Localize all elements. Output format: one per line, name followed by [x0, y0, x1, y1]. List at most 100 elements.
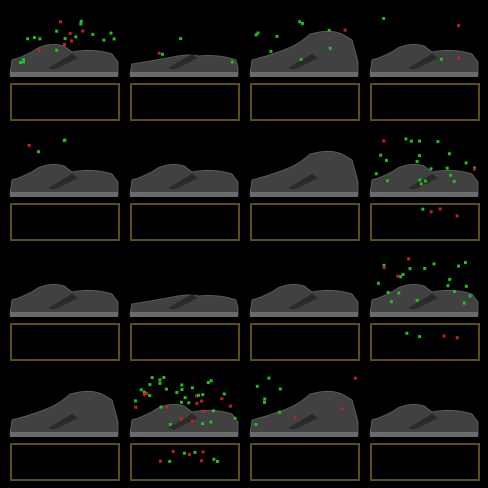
attribution-dot	[455, 336, 459, 340]
attribution-dot	[384, 158, 388, 162]
bounding-box	[130, 323, 240, 361]
attribution-dot	[389, 300, 393, 304]
attribution-dot	[91, 32, 95, 36]
attribution-dot	[180, 400, 183, 404]
attribution-dot	[382, 263, 386, 267]
attribution-dot	[468, 294, 472, 298]
sneaker-tile	[248, 132, 364, 252]
attribution-dot	[418, 154, 421, 158]
attribution-dot	[401, 272, 405, 276]
attribution-dot	[255, 384, 259, 388]
attribution-dot	[423, 179, 427, 183]
attribution-dot	[415, 159, 419, 163]
sneaker-image	[129, 163, 239, 197]
sneaker-image	[9, 283, 119, 317]
attribution-dot	[452, 179, 456, 183]
sneaker-sole	[10, 72, 118, 77]
attribution-dot	[183, 396, 187, 400]
attribution-dot	[145, 391, 149, 395]
bounding-box	[130, 443, 240, 481]
attribution-dot	[162, 376, 166, 379]
attribution-dot	[464, 161, 468, 165]
attribution-dot	[415, 298, 419, 302]
attribution-dot	[278, 387, 282, 391]
attribution-dot	[382, 266, 386, 270]
sneaker-image	[129, 37, 239, 77]
attribution-dot	[419, 182, 423, 186]
sneaker-stripe	[168, 54, 198, 70]
attribution-dot	[445, 166, 449, 170]
sneaker-tile	[248, 12, 364, 132]
sneaker-sole	[370, 192, 478, 197]
bounding-box	[10, 323, 120, 361]
bounding-box	[130, 83, 240, 121]
attribution-dot	[423, 267, 427, 270]
attribution-dot	[27, 143, 31, 147]
bounding-box	[370, 443, 480, 481]
attribution-dot	[327, 28, 331, 32]
sneaker-stripe	[168, 174, 198, 190]
attribution-dot	[382, 139, 386, 143]
sneaker-stripe	[408, 174, 438, 190]
attribution-dot	[201, 422, 205, 426]
sneaker-stripe	[48, 174, 78, 190]
sneaker-stripe	[168, 414, 198, 430]
attribution-dot	[182, 451, 186, 455]
sneaker-tile	[128, 132, 244, 252]
attribution-dot	[340, 407, 344, 411]
attribution-dot	[254, 33, 258, 37]
attribution-dot	[254, 423, 258, 426]
attribution-dot	[353, 376, 357, 380]
attribution-dot	[440, 57, 443, 61]
sneaker-stripe	[408, 414, 438, 430]
attribution-dot	[102, 38, 106, 42]
sneaker-stripe	[408, 294, 438, 310]
sneaker-image	[129, 376, 239, 463]
sneaker-stripe	[288, 294, 318, 310]
attribution-dot	[382, 17, 386, 20]
attribution-dot	[263, 397, 267, 401]
attribution-dot	[165, 405, 168, 409]
attribution-dot	[180, 417, 183, 421]
attribution-dot	[300, 22, 304, 25]
sneaker-image	[129, 294, 239, 317]
attribution-dot	[180, 388, 184, 392]
attribution-dot	[157, 51, 161, 55]
sneaker-stripe	[408, 54, 438, 70]
bounding-box	[250, 443, 360, 481]
attribution-dot	[396, 274, 400, 278]
attribution-dot	[436, 140, 440, 144]
attribution-dot	[134, 405, 138, 409]
sneaker-tile	[8, 12, 124, 132]
sneaker-stripe	[288, 54, 318, 70]
sneaker-sole	[130, 312, 238, 317]
sneaker-stripe	[288, 414, 318, 430]
sneaker-tile	[368, 372, 484, 488]
attribution-dot	[168, 422, 172, 426]
sneaker-image	[9, 19, 119, 77]
attribution-dot	[457, 56, 461, 60]
attribution-dot	[418, 139, 421, 143]
attribution-dot	[161, 52, 164, 56]
sneaker-tile	[128, 372, 244, 488]
attribution-dot	[299, 57, 303, 61]
attribution-dot	[37, 48, 41, 52]
attribution-dot	[74, 35, 78, 39]
attribution-dot	[200, 399, 204, 403]
sneaker-sole	[10, 432, 118, 437]
attribution-dot	[195, 401, 199, 405]
bounding-box	[250, 203, 360, 241]
attribution-dot	[63, 42, 66, 46]
attribution-dot	[148, 394, 152, 398]
bounding-box	[10, 443, 120, 481]
attribution-dot	[158, 378, 162, 382]
attribution-dot	[267, 376, 271, 380]
attribution-dot	[159, 459, 162, 463]
attribution-dot	[175, 391, 179, 394]
attribution-dot	[269, 49, 273, 53]
attribution-dot	[464, 261, 467, 264]
attribution-dot	[446, 284, 450, 288]
bounding-box	[10, 203, 120, 241]
attribution-dot	[216, 460, 219, 463]
